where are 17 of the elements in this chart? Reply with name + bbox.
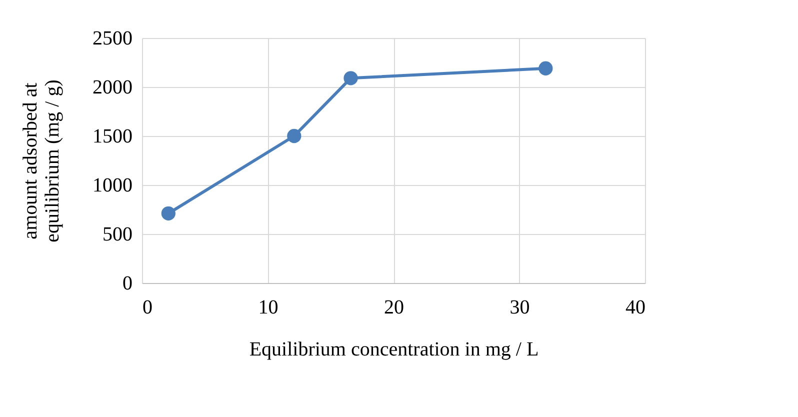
point	[161, 206, 176, 220]
x-tick-label: 30	[510, 296, 530, 318]
y-tick-label: 1000	[92, 174, 132, 196]
point	[287, 128, 302, 144]
y-tick-label: 0	[122, 272, 132, 294]
x-tick-label: 40	[626, 296, 646, 318]
x-tick-label: 10	[258, 296, 278, 318]
y-tick-label: 500	[102, 224, 132, 246]
point	[538, 61, 553, 76]
y-tick-label: 2500	[92, 28, 132, 50]
x-tick-label: 20	[384, 296, 404, 318]
y-tick-label: 1500	[92, 126, 132, 148]
y-axis-title: amount adsorbed at equilibrium (mg / g)	[20, 80, 64, 242]
point	[344, 71, 358, 86]
x-tick-label: 0	[142, 296, 152, 318]
x-axis-title: Equilibrium concentration in mg / L	[249, 338, 539, 360]
y-tick-label: 2000	[92, 76, 132, 98]
